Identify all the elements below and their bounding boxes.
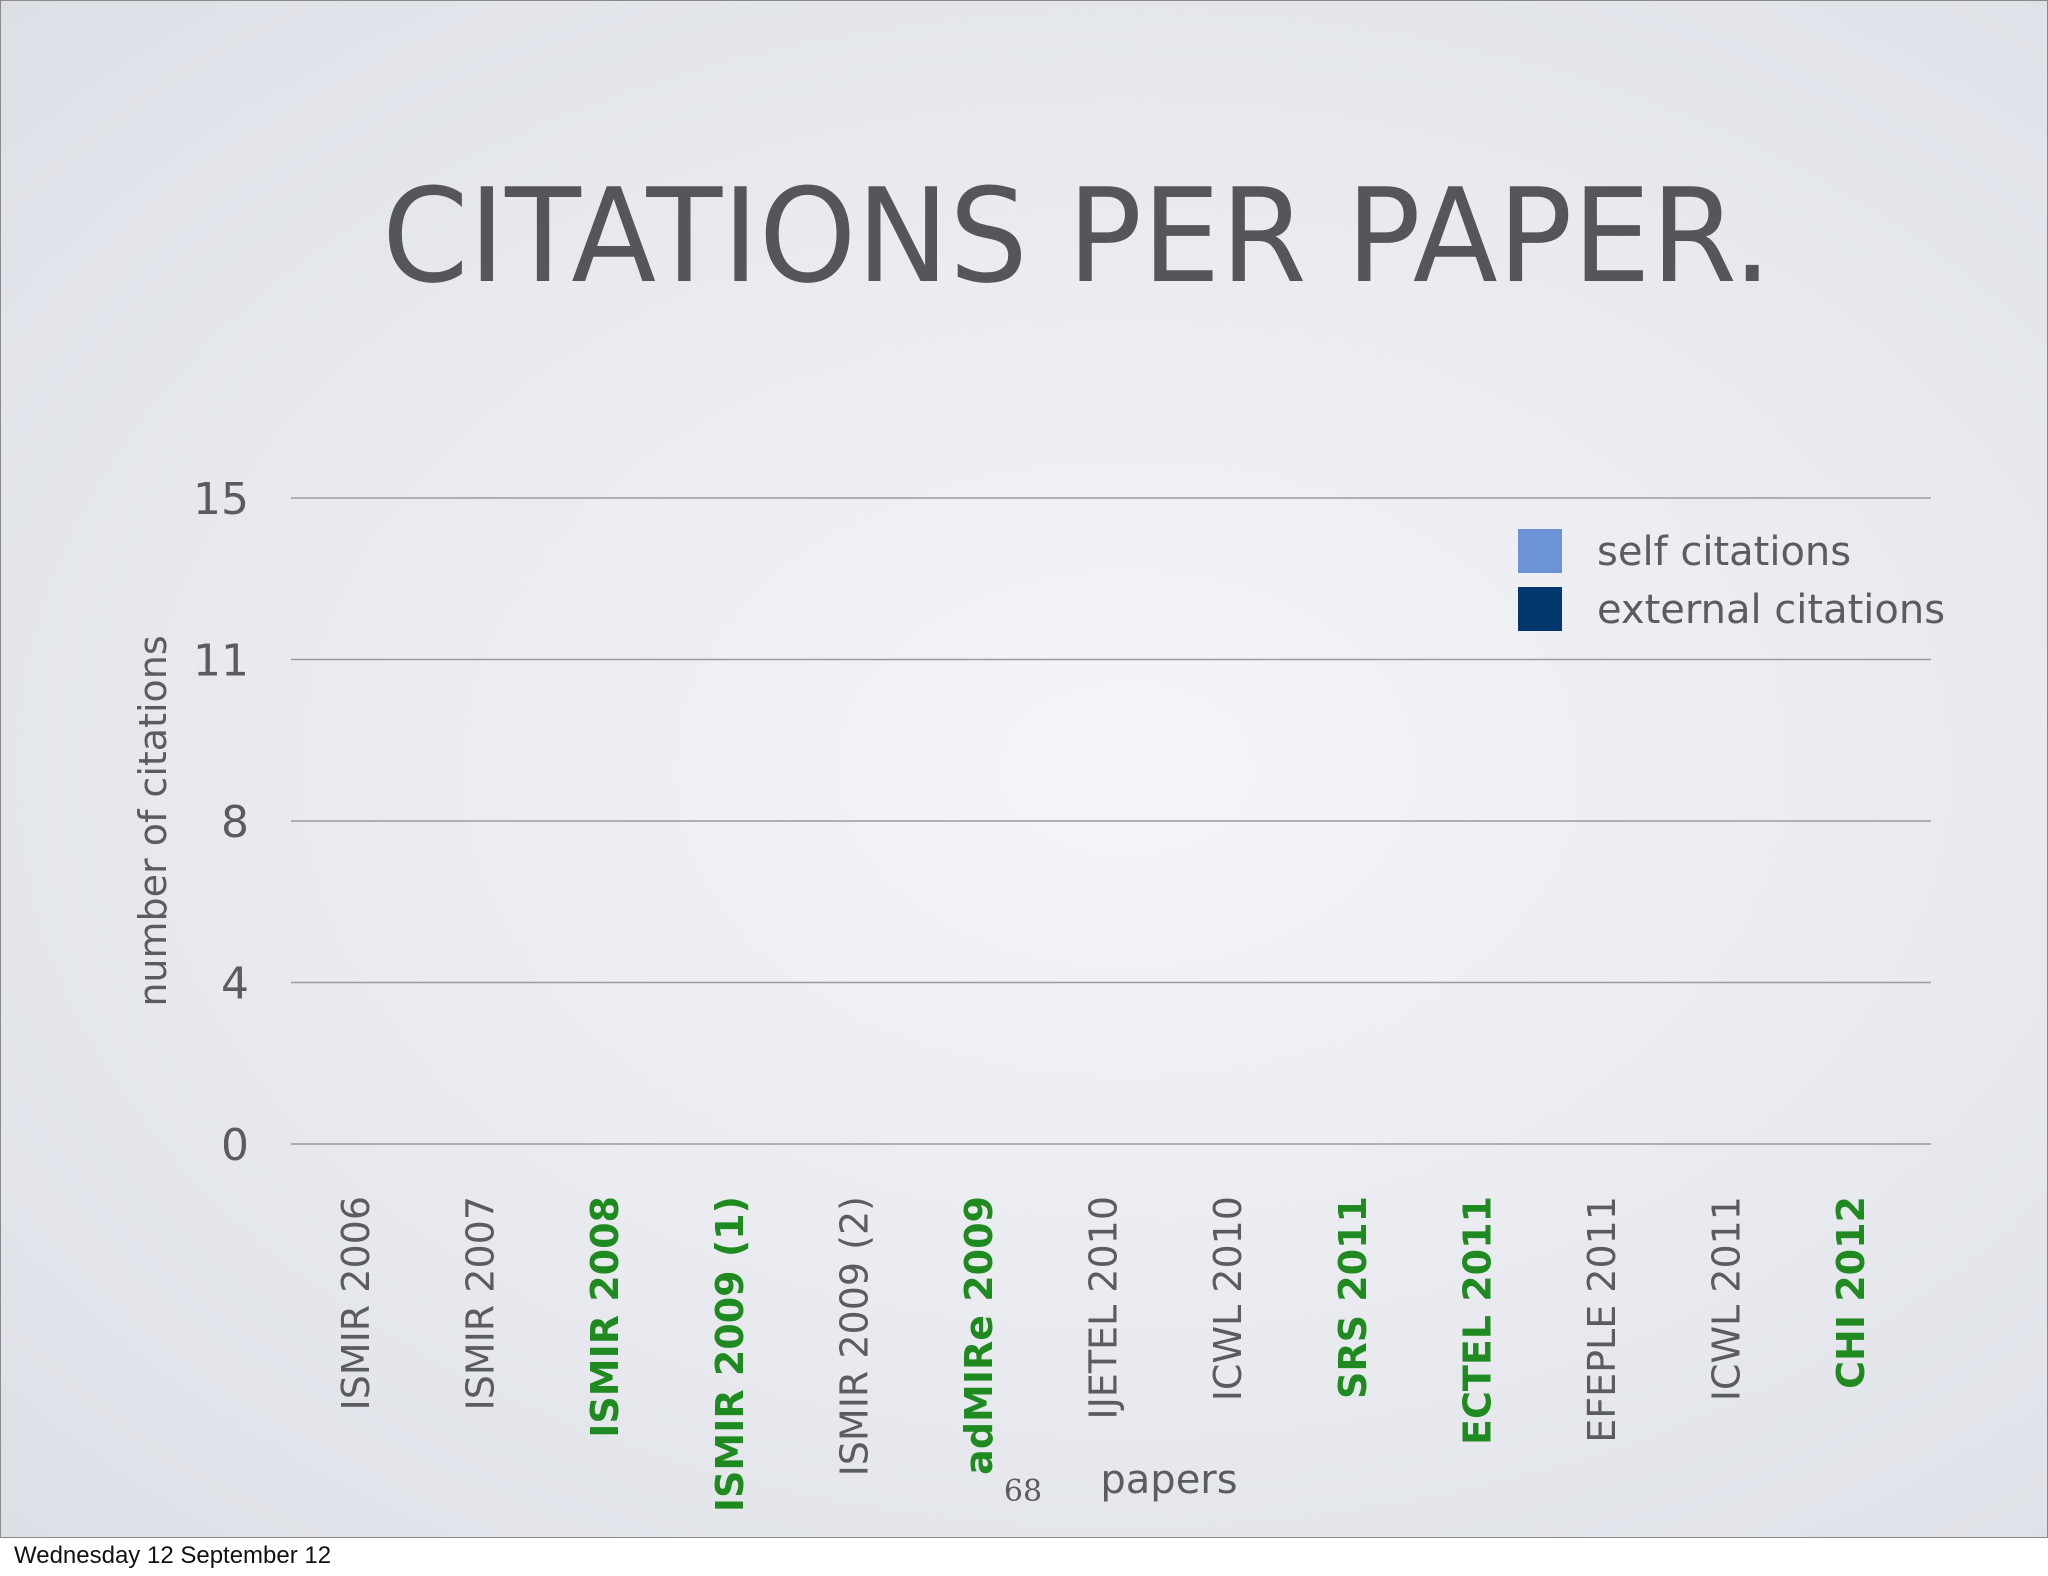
chart-title: CITATIONS PER PAPER. [382,160,1772,312]
x-tick-label: ECTEL 2011 [1455,1196,1499,1445]
y-tick-label: 0 [221,1120,249,1171]
x-axis-ticks: ISMIR 2006 ISMIR 2007 ISMIR 2008 ISMIR 2009… [334,1196,1873,1512]
legend: self citations external citations [1518,529,1945,633]
x-tick-label: ICWL 2011 [1705,1196,1749,1401]
x-tick-label: SRS 2011 [1331,1196,1375,1399]
x-tick-label: ISMIR 2009 (2) [832,1196,876,1476]
legend-label-external-citations: external citations [1597,587,1945,633]
y-tick-label: 8 [221,797,249,848]
x-tick-label: ISMIR 2008 [583,1196,627,1438]
slide: CITATIONS PER PAPER. 0 4 8 11 15 ISMIR 2006 I… [0,0,2048,1538]
page-number: 68 [1004,1474,1042,1509]
x-tick-label: CHI 2012 [1829,1196,1873,1389]
grid-lines [291,497,1931,1145]
footer-date: Wednesday 12 September 12 [14,1542,332,1569]
x-tick-label: EFEPLE 2011 [1580,1196,1624,1443]
x-tick-label: adMIRe 2009 [957,1196,1001,1475]
x-tick-label: IJETEL 2010 [1082,1196,1126,1420]
y-tick-label: 4 [221,959,249,1010]
legend-label-self-citations: self citations [1597,529,1851,575]
y-axis-label: number of citations [131,635,175,1006]
x-tick-label: ISMIR 2007 [459,1196,503,1411]
legend-swatch-external-citations [1518,587,1562,631]
x-tick-label: ISMIR 2006 [334,1196,378,1411]
y-tick-label: 11 [193,636,249,687]
x-tick-label: ISMIR 2009 (1) [708,1196,752,1512]
y-tick-label: 15 [193,474,249,525]
x-tick-label: ICWL 2010 [1206,1196,1250,1401]
legend-swatch-self-citations [1518,529,1562,573]
x-axis-label: papers [1100,1457,1237,1503]
y-axis-ticks: 0 4 8 11 15 [193,474,249,1171]
